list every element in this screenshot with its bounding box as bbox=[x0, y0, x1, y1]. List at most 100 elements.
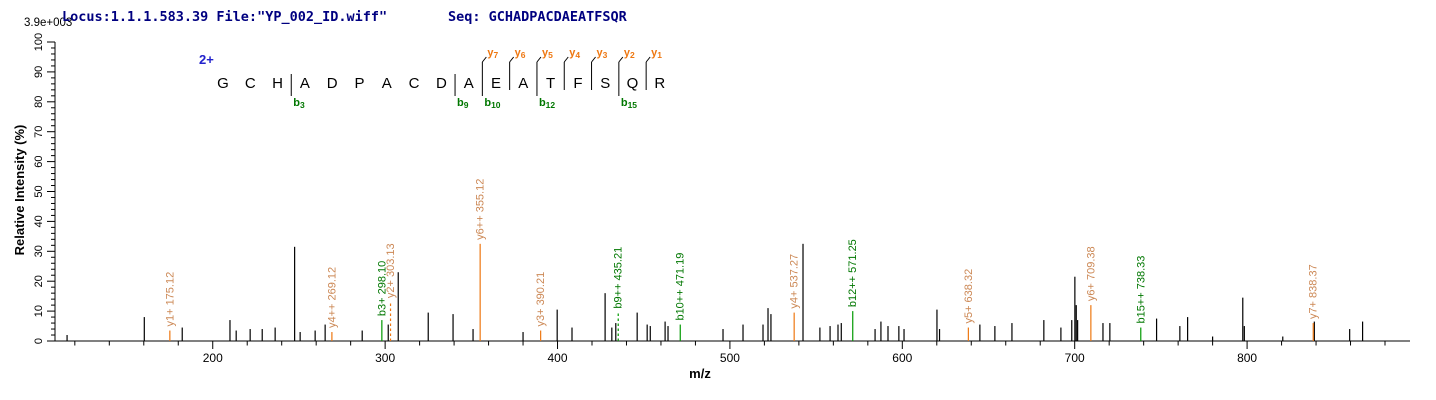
y-tick-label: 80 bbox=[33, 96, 45, 108]
y-tick-label: 100 bbox=[33, 33, 45, 51]
y-ion-peak-label: y2+ 303.13 bbox=[385, 243, 397, 298]
x-tick-label: 400 bbox=[548, 351, 568, 365]
y-ion-hook bbox=[536, 56, 542, 63]
y-ion-label: y3 bbox=[597, 47, 608, 60]
y-tick-label: 60 bbox=[33, 155, 45, 167]
y-ion-peak-label: y6+ 709.38 bbox=[1085, 246, 1097, 301]
b-ion-letter: b bbox=[621, 97, 628, 109]
y-ion-label: y6 bbox=[515, 47, 526, 60]
b-ion-letter: b bbox=[539, 97, 546, 109]
residue: Q bbox=[627, 75, 639, 92]
y-ion-peak-label: y7+ 838.37 bbox=[1308, 264, 1320, 319]
y-tick-label: 70 bbox=[33, 126, 45, 138]
b-ion-peak-label: b15++ 738.33 bbox=[1135, 256, 1147, 324]
y-ion-peak-label: y4+ 537.27 bbox=[789, 254, 801, 309]
y-tick-label: 0 bbox=[33, 338, 45, 344]
residue: C bbox=[245, 75, 256, 92]
y-tick-label: 10 bbox=[33, 305, 45, 317]
y-ion-hook bbox=[509, 56, 515, 63]
residue: E bbox=[491, 75, 501, 92]
precursor-charge-label: 2+ bbox=[199, 52, 214, 67]
y-ion-number: 5 bbox=[548, 50, 553, 60]
x-axis-title: m/z bbox=[689, 366, 711, 381]
y-ion-peak-label: y5+ 638.32 bbox=[963, 269, 975, 324]
b-ion-label: b15 bbox=[621, 97, 637, 110]
residue: D bbox=[436, 75, 447, 92]
b-ion-number: 12 bbox=[546, 100, 556, 110]
b-ion-label: b9 bbox=[457, 97, 469, 110]
y-ion-letter: y bbox=[624, 47, 631, 59]
b-ion-letter: b bbox=[484, 97, 491, 109]
residue: A bbox=[464, 75, 474, 92]
x-tick-label: 200 bbox=[203, 351, 223, 365]
y-ion-number: 2 bbox=[630, 50, 635, 60]
residue: D bbox=[327, 75, 338, 92]
y-ion-hook bbox=[563, 56, 569, 63]
y-ion-letter: y bbox=[597, 47, 604, 59]
y-tick-label: 20 bbox=[33, 275, 45, 287]
y-ion-hook bbox=[618, 56, 624, 63]
y-ion-hook bbox=[591, 56, 596, 63]
y-tick-label: 50 bbox=[33, 185, 45, 197]
residue: C bbox=[409, 75, 420, 92]
b-ion-number: 10 bbox=[491, 100, 501, 110]
intensity-scale-max: 3.9e+003 bbox=[24, 17, 72, 29]
y-ion-letter: y bbox=[515, 47, 522, 59]
residue: A bbox=[382, 75, 392, 92]
y-ion-number: 3 bbox=[603, 50, 608, 60]
y-ion-label: y5 bbox=[542, 47, 553, 60]
sequence-title: Seq: GCHADPACDAEATFSQR bbox=[448, 9, 628, 25]
y-ion-number: 1 bbox=[657, 50, 662, 60]
x-tick-label: 800 bbox=[1237, 351, 1257, 365]
y-ion-hook bbox=[481, 56, 487, 63]
y-ion-peak-label: y6++ 355.12 bbox=[475, 179, 487, 240]
y-ion-label: y7 bbox=[487, 47, 498, 60]
y-ion-hook bbox=[645, 56, 651, 63]
y-ion-number: 7 bbox=[493, 50, 498, 60]
residue: T bbox=[546, 75, 555, 92]
y-ion-peak-label: y1+ 175.12 bbox=[164, 272, 176, 327]
x-tick-label: 300 bbox=[375, 351, 395, 365]
residue: A bbox=[300, 75, 310, 92]
y-ion-peak-label: y4++ 269.12 bbox=[326, 267, 338, 328]
b-ion-peak-label: b3+ 298.10 bbox=[376, 261, 388, 316]
residue: R bbox=[654, 75, 665, 92]
y-ion-letter: y bbox=[542, 47, 549, 59]
spectrum-peaks bbox=[66, 243, 1364, 341]
b-ion-letter: b bbox=[293, 97, 300, 109]
y-tick-label: 30 bbox=[33, 245, 45, 257]
x-tick-label: 500 bbox=[720, 351, 740, 365]
y-ion-label: y1 bbox=[651, 47, 662, 60]
y-tick-label: 40 bbox=[33, 215, 45, 227]
locus-file-title: Locus:1.1.1.583.39 File:"YP_002_ID.wiff" bbox=[62, 9, 387, 25]
residue: S bbox=[600, 75, 610, 92]
b-ion-label: b12 bbox=[539, 97, 555, 110]
residue: G bbox=[217, 75, 229, 92]
y-ion-letter: y bbox=[569, 47, 576, 59]
b-ion-peak-label: b10++ 471.19 bbox=[675, 253, 687, 321]
b-ion-label: b3 bbox=[293, 97, 305, 110]
b-ion-number: 15 bbox=[628, 100, 638, 110]
axes: 0 10 20 30 40 50 60 70 80 90 100 200 300 400 500 600 700… bbox=[33, 33, 1410, 365]
y-ion-number: 4 bbox=[575, 50, 580, 60]
y-axis-title: Relative Intensity (%) bbox=[12, 125, 27, 256]
residue: H bbox=[272, 75, 283, 92]
y-ion-label: y4 bbox=[569, 47, 580, 60]
y-tick-label: 90 bbox=[33, 66, 45, 78]
b-ion-number: 9 bbox=[464, 100, 469, 110]
y-ion-number: 6 bbox=[521, 50, 526, 60]
y-ion-label: y2 bbox=[624, 47, 635, 60]
residue: A bbox=[518, 75, 528, 92]
y-ion-letter: y bbox=[651, 47, 658, 59]
b-ion-number: 3 bbox=[300, 100, 305, 110]
b-ion-label: b10 bbox=[484, 97, 500, 110]
y-ion-peak-label: y3+ 390.21 bbox=[535, 272, 547, 327]
b-ion-letter: b bbox=[457, 97, 464, 109]
b-ion-peak-label: b12++ 571.25 bbox=[847, 239, 859, 307]
residue: F bbox=[573, 75, 582, 92]
x-tick-label: 700 bbox=[1065, 351, 1085, 365]
